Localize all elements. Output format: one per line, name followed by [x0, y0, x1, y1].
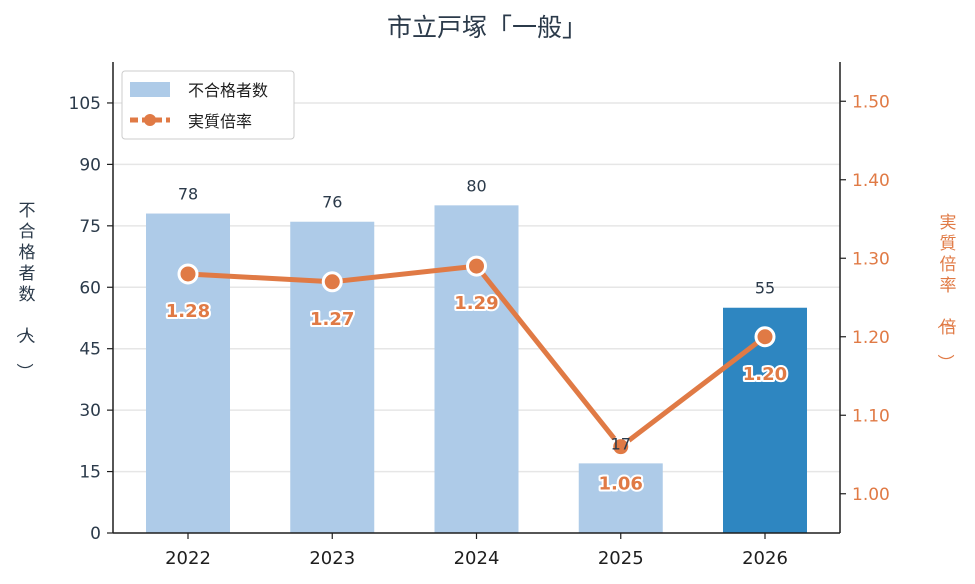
chart-title: 市立戸塚「一般」	[387, 13, 587, 42]
bar-value-label: 55	[755, 279, 775, 298]
legend-label-rate: 実質倍率	[188, 112, 252, 131]
y-axis-label-right: 実質倍率（倍）	[935, 213, 957, 371]
rate-value-label: 1.29	[454, 293, 498, 314]
bar	[434, 205, 519, 533]
x-axis-ticks: 2022 2023 2024 2025 2026	[165, 533, 788, 569]
rate-point	[321, 271, 343, 293]
right-tick-label: 1.30	[852, 249, 890, 269]
right-tick-label: 1.00	[852, 485, 890, 505]
bar-value-label: 17	[611, 434, 631, 453]
left-tick-label: 45	[79, 340, 101, 360]
legend-swatch-marker	[144, 114, 156, 126]
rate-value-label: 1.20	[743, 364, 787, 385]
axis-labels: 不合格者数（人） 実質倍率（倍）	[14, 201, 957, 380]
legend-label-bars: 不合格者数	[188, 81, 268, 100]
rate-point	[610, 436, 632, 458]
left-tick-label: 75	[79, 217, 101, 237]
left-tick-label: 105	[69, 94, 101, 114]
rate-line-series	[177, 255, 776, 458]
left-tick-label: 60	[79, 278, 101, 298]
right-axis-ticks: 1.00 1.10 1.20 1.30 1.40 1.50	[840, 92, 890, 505]
rate-value-label: 1.27	[310, 309, 354, 330]
bar	[578, 463, 663, 533]
x-tick-label: 2023	[309, 548, 355, 569]
rate-value-labels: 1.28 1.27 1.29 1.06 1.20	[164, 291, 789, 497]
legend-swatch-bar	[130, 82, 170, 97]
x-tick-label: 2025	[598, 548, 644, 569]
rate-point	[177, 263, 199, 285]
rate-value-label: 1.28	[166, 301, 210, 322]
right-tick-label: 1.40	[852, 171, 890, 191]
bar	[290, 221, 375, 533]
bar-value-label: 78	[178, 185, 198, 204]
left-tick-label: 30	[79, 401, 101, 421]
left-tick-label: 0	[90, 524, 101, 544]
y-axis-label-left: 不合格者数（人）	[14, 201, 36, 380]
rate-point	[754, 326, 776, 348]
right-tick-label: 1.10	[852, 406, 890, 426]
left-tick-label: 90	[79, 155, 101, 175]
right-tick-label: 1.20	[852, 328, 890, 348]
bar	[146, 213, 230, 533]
bar-value-label: 80	[466, 176, 486, 195]
bar-series	[146, 205, 807, 533]
rate-value-label: 1.06	[599, 474, 643, 495]
left-tick-label: 15	[79, 463, 101, 483]
bar-value-labels: 78 76 80 17 55	[178, 176, 775, 453]
x-tick-label: 2024	[454, 548, 500, 569]
bar-value-label: 76	[322, 193, 342, 212]
right-tick-label: 1.50	[852, 92, 890, 112]
left-axis-ticks: 0 15 30 45 60 75 90 105	[69, 94, 113, 544]
x-tick-label: 2026	[742, 548, 788, 569]
x-tick-label: 2022	[165, 548, 211, 569]
rate-point	[466, 255, 487, 277]
